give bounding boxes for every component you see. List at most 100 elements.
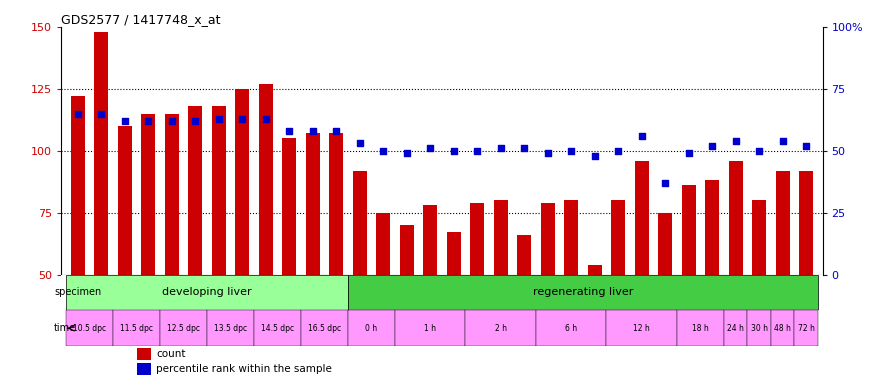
Point (446, 147, 460, 154)
Text: 18 h: 18 h (692, 324, 709, 333)
Point (775, 138, 789, 144)
Point (517, 145, 531, 151)
Point (353, 140, 367, 146)
Point (141, 118, 155, 124)
Bar (747, 310, 771, 346)
Point (541, 150, 555, 156)
Text: 0 h: 0 h (366, 324, 377, 333)
Point (564, 147, 578, 154)
Text: 11.5 dpc: 11.5 dpc (120, 324, 153, 333)
Bar (682, 185, 696, 384)
Bar (752, 200, 766, 384)
Bar (235, 89, 249, 384)
Point (329, 128, 343, 134)
Bar (493, 200, 507, 384)
Bar (141, 114, 155, 384)
Text: time: time (54, 323, 76, 333)
Point (164, 118, 178, 124)
Bar (775, 170, 789, 384)
Bar (705, 180, 719, 384)
Point (729, 138, 743, 144)
Point (658, 180, 672, 186)
Bar (771, 310, 794, 346)
Bar (541, 203, 555, 384)
Text: specimen: specimen (54, 287, 102, 297)
Bar (376, 213, 390, 384)
Bar (282, 138, 297, 384)
Bar (212, 106, 226, 384)
Point (376, 147, 390, 154)
Bar (587, 265, 602, 384)
Point (94, 111, 108, 117)
Bar (611, 200, 625, 384)
Bar (677, 310, 724, 346)
Text: 72 h: 72 h (798, 324, 815, 333)
Text: 12.5 dpc: 12.5 dpc (167, 324, 200, 333)
Bar (305, 133, 319, 384)
Bar (729, 161, 743, 384)
Bar (564, 200, 578, 384)
Bar (66, 275, 348, 310)
Text: developing liver: developing liver (162, 287, 252, 297)
Bar (137, 348, 151, 360)
Text: percentile rank within the sample: percentile rank within the sample (157, 364, 332, 374)
Bar (424, 205, 438, 384)
Bar (446, 232, 460, 384)
Bar (71, 96, 85, 384)
Text: 10.5 dpc: 10.5 dpc (73, 324, 106, 333)
Bar (348, 310, 395, 346)
Bar (137, 363, 151, 375)
Text: 2 h: 2 h (494, 324, 507, 333)
Point (634, 133, 648, 139)
Bar (634, 161, 648, 384)
Text: regenerating liver: regenerating liver (533, 287, 633, 297)
Point (493, 145, 507, 151)
Point (305, 128, 319, 134)
Point (705, 143, 719, 149)
Point (470, 147, 484, 154)
Bar (164, 114, 178, 384)
Bar (517, 235, 531, 384)
Point (588, 152, 602, 159)
Point (282, 128, 296, 134)
Point (259, 116, 273, 122)
Bar (606, 310, 677, 346)
Text: 12 h: 12 h (634, 324, 650, 333)
Bar (160, 310, 206, 346)
Point (117, 118, 132, 124)
Bar (799, 170, 813, 384)
Point (682, 150, 696, 156)
Text: 13.5 dpc: 13.5 dpc (214, 324, 247, 333)
Text: 6 h: 6 h (565, 324, 578, 333)
Bar (66, 310, 113, 346)
Bar (301, 310, 348, 346)
Point (799, 143, 813, 149)
Text: 14.5 dpc: 14.5 dpc (261, 324, 294, 333)
Point (71, 111, 85, 117)
Point (212, 116, 226, 122)
Text: 30 h: 30 h (751, 324, 767, 333)
Bar (794, 310, 818, 346)
Bar (724, 310, 747, 346)
Bar (117, 126, 132, 384)
Bar (113, 310, 160, 346)
Point (752, 147, 766, 154)
Bar (466, 310, 536, 346)
Bar (536, 310, 606, 346)
Bar (94, 32, 108, 384)
Bar (400, 225, 414, 384)
Point (400, 150, 414, 156)
Bar (206, 310, 254, 346)
Point (188, 118, 202, 124)
Text: 48 h: 48 h (774, 324, 791, 333)
Bar (329, 133, 343, 384)
Point (235, 116, 249, 122)
Bar (395, 310, 466, 346)
Bar (348, 275, 818, 310)
Text: 16.5 dpc: 16.5 dpc (308, 324, 341, 333)
Text: count: count (157, 349, 186, 359)
Bar (470, 203, 484, 384)
Point (424, 145, 438, 151)
Bar (254, 310, 301, 346)
Text: 24 h: 24 h (727, 324, 744, 333)
